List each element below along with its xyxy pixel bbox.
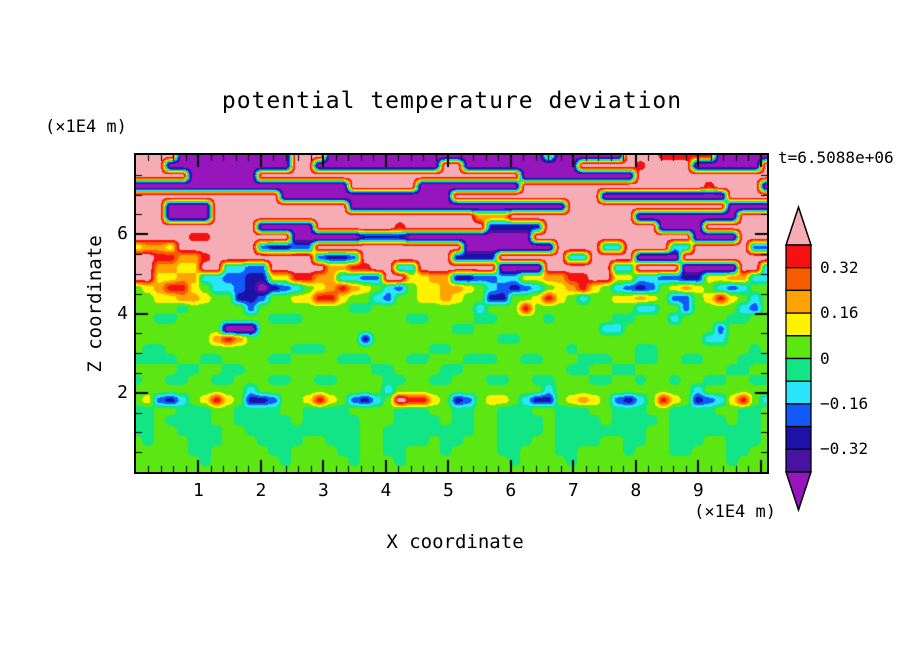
colorbar-segment: [785, 335, 812, 360]
x-tick-label: 9: [692, 480, 704, 501]
colorbar-segment: [785, 244, 812, 269]
time-label: t=6.5088e+06: [778, 148, 894, 167]
z-tick-label: 4: [117, 302, 128, 324]
heatmap-canvas: [136, 155, 767, 472]
x-tick-label: 4: [380, 480, 392, 501]
colorbar: [784, 204, 813, 513]
colorbar-tick-label: −0.32: [820, 439, 869, 459]
x-tick-label: 2: [255, 480, 267, 501]
colorbar-segment: [785, 289, 812, 314]
colorbar-tick-label: 0.32: [820, 257, 859, 277]
x-tick-label: 8: [630, 480, 642, 501]
x-axis-units-label: (×1E4 m): [694, 502, 776, 522]
x-tick-label: 7: [567, 480, 579, 501]
colorbar-segment: [785, 448, 812, 473]
colorbar-segment: [785, 380, 812, 405]
colorbar-segment: [785, 425, 812, 450]
z-tick-label: 6: [117, 223, 128, 245]
colorbar-segment: [785, 403, 812, 428]
colorbar-tick-label: −0.16: [820, 393, 869, 413]
z-axis-units-label: (×1E4 m): [45, 117, 127, 137]
plot-border: [134, 153, 769, 474]
z-tick-label: 2: [117, 381, 128, 403]
colorbar-segment: [785, 357, 812, 382]
colorbar-segment: [785, 267, 812, 292]
colorbar-segment: [785, 312, 812, 337]
x-tick-label: 3: [318, 480, 329, 501]
colorbar-arrow: [784, 471, 813, 513]
colorbar-tick-label: 0: [820, 348, 830, 368]
x-tick-label: 6: [505, 480, 517, 501]
x-tick-label: 1: [193, 480, 204, 501]
colorbar-tick-label: 0.16: [820, 303, 859, 323]
chart-title: potential temperature deviation: [221, 88, 683, 114]
colorbar-arrow: [784, 204, 813, 246]
x-axis-title: X coordinate: [386, 531, 524, 553]
x-tick-label: 5: [442, 480, 454, 501]
